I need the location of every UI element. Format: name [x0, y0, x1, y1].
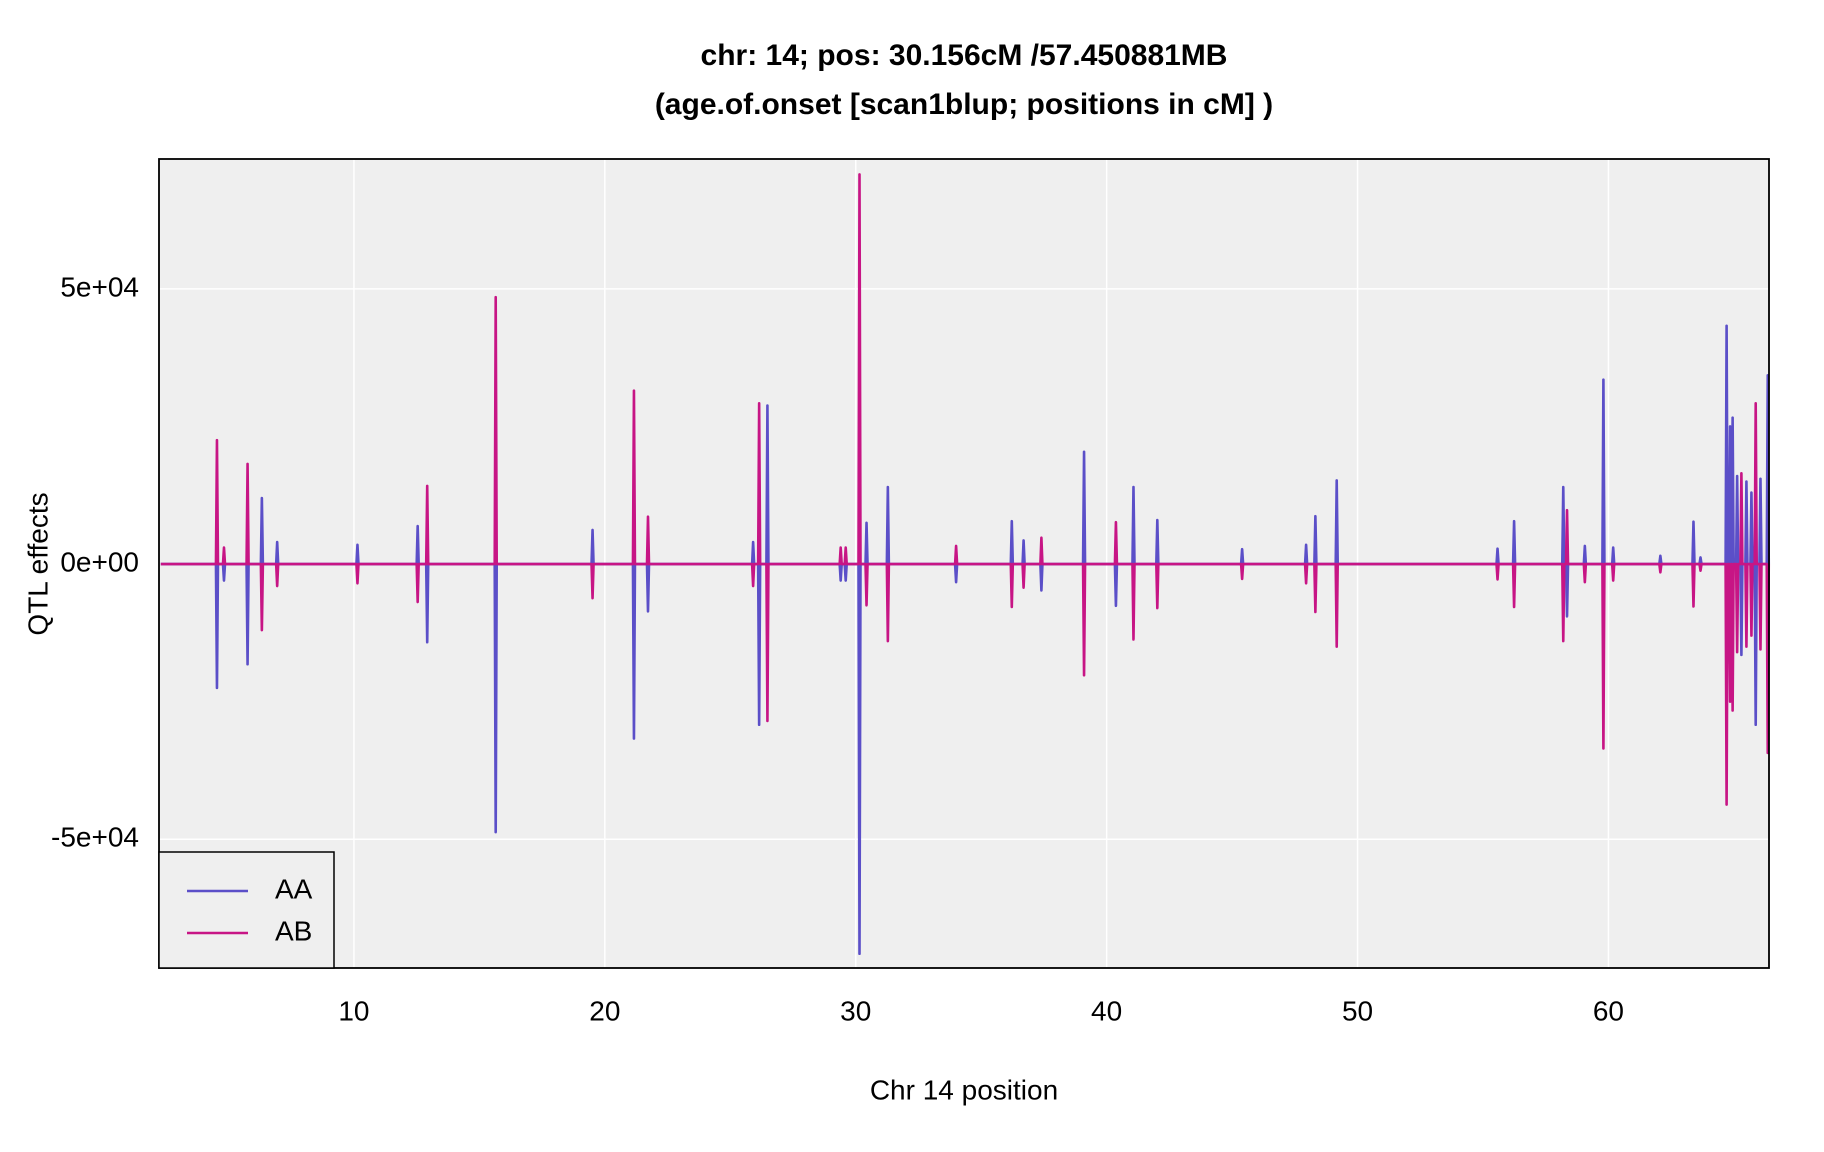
x-tick-label: 30	[840, 995, 871, 1026]
x-tick-label: 40	[1091, 995, 1122, 1026]
y-tick-label: 5e+04	[60, 271, 139, 302]
y-axis-label: QTL effects	[22, 492, 53, 635]
series-line	[160, 173, 1771, 806]
chart-title: chr: 14; pos: 30.156cM /57.450881MB	[701, 39, 1228, 72]
legend-label: AA	[275, 873, 313, 904]
plot-border	[158, 158, 1770, 969]
y-tick-label: -5e+04	[51, 822, 139, 853]
chart-subtitle: (age.of.onset [scan1blup; positions in c…	[655, 88, 1273, 121]
x-tick-label: 20	[589, 995, 620, 1026]
legend-box	[158, 851, 335, 969]
legend-label: AB	[275, 915, 312, 946]
x-axis-label: Chr 14 position	[870, 1074, 1058, 1105]
x-tick-label: 50	[1342, 995, 1373, 1026]
x-tick-label: 60	[1593, 995, 1624, 1026]
y-tick-label: 0e+00	[60, 546, 139, 577]
x-tick-label: 10	[338, 995, 369, 1026]
